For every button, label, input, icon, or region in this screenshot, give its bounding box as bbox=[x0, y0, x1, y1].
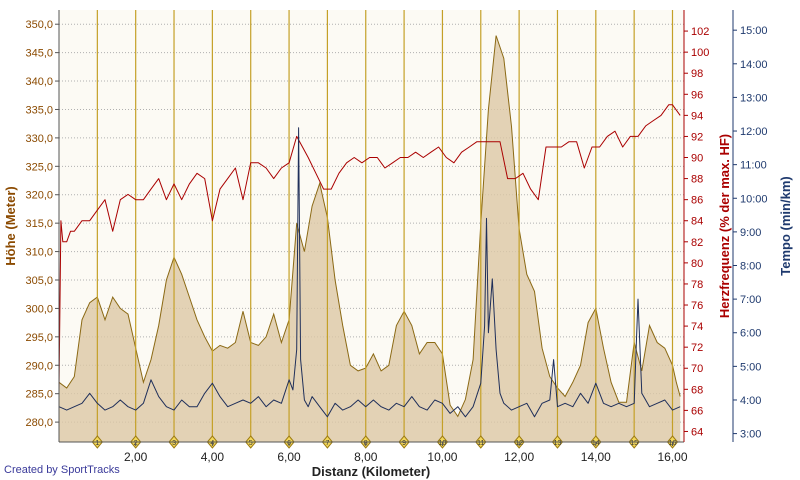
pace-tick-label: 7:00 bbox=[740, 294, 761, 306]
pace-line bbox=[58, 127, 681, 418]
x-tick-label: 8,00 bbox=[354, 450, 378, 464]
x-tick-label: 12,00 bbox=[504, 450, 534, 464]
km-marker-label: 1 bbox=[95, 440, 99, 447]
left-tick-label: 295,0 bbox=[25, 332, 53, 344]
heartrate-tick-label: 102 bbox=[691, 26, 709, 38]
left-tick-label: 320,0 bbox=[25, 190, 53, 202]
km-marker-label: 7 bbox=[325, 440, 329, 447]
left-tick-label: 290,0 bbox=[25, 360, 53, 372]
heartrate-tick-label: 68 bbox=[691, 384, 703, 396]
pace-tick-label: 3:00 bbox=[740, 429, 761, 441]
heartrate-tick-label: 92 bbox=[691, 131, 703, 143]
pace-tick-label: 8:00 bbox=[740, 261, 761, 273]
heartrate-tick-label: 98 bbox=[691, 68, 703, 80]
x-tick-label: 10,00 bbox=[427, 450, 457, 464]
left-tick-label: 300,0 bbox=[25, 303, 53, 315]
km-marker-label: 13 bbox=[554, 440, 562, 447]
heartrate-tick-label: 84 bbox=[691, 216, 703, 228]
pace-tick-label: 13:00 bbox=[740, 92, 768, 104]
km-marker-label: 3 bbox=[172, 440, 176, 447]
left-tick-label: 350,0 bbox=[25, 19, 53, 31]
heartrate-tick-label: 72 bbox=[691, 342, 703, 354]
left-tick-label: 325,0 bbox=[25, 161, 53, 173]
heartrate-axis-title: Herzfrequenz (% der max. HF) bbox=[717, 134, 732, 318]
heartrate-tick-label: 82 bbox=[691, 237, 703, 249]
heartrate-line bbox=[58, 104, 681, 390]
km-marker-label: 11 bbox=[477, 440, 484, 447]
pace-tick-label: 6:00 bbox=[740, 328, 761, 340]
x-tick-label: 16,00 bbox=[657, 450, 687, 464]
elevation-area bbox=[59, 35, 681, 442]
left-tick-label: 345,0 bbox=[25, 48, 53, 60]
km-marker-label: 5 bbox=[249, 440, 253, 447]
left-tick-label: 315,0 bbox=[25, 218, 53, 230]
pace-tick-label: 15:00 bbox=[740, 25, 768, 37]
pace-tick-label: 12:00 bbox=[740, 126, 768, 138]
heartrate-tick-label: 100 bbox=[691, 47, 709, 59]
heartrate-tick-label: 86 bbox=[691, 195, 703, 207]
pace-axis-title: Tempo (min/km) bbox=[778, 176, 793, 275]
pace-tick-label: 11:00 bbox=[740, 160, 767, 172]
pace-tick-label: 5:00 bbox=[740, 361, 761, 373]
left-axis-title: Höhe (Meter) bbox=[3, 186, 18, 265]
left-tick-label: 335,0 bbox=[25, 104, 53, 116]
x-tick-label: 2,00 bbox=[124, 450, 148, 464]
heartrate-tick-label: 94 bbox=[691, 110, 703, 122]
sporttracks-credit[interactable]: Created by SportTracks bbox=[4, 464, 120, 476]
heartrate-tick-label: 88 bbox=[691, 174, 703, 186]
pace-tick-label: 14:00 bbox=[740, 59, 768, 71]
x-tick-label: 4,00 bbox=[201, 450, 225, 464]
pace-tick-label: 4:00 bbox=[740, 395, 761, 407]
km-marker-label: 15 bbox=[630, 440, 638, 447]
left-tick-label: 285,0 bbox=[25, 389, 53, 401]
heartrate-tick-label: 78 bbox=[691, 279, 703, 291]
left-tick-label: 340,0 bbox=[25, 76, 53, 88]
heartrate-tick-label: 76 bbox=[691, 300, 703, 312]
heartrate-tick-label: 66 bbox=[691, 405, 703, 417]
left-tick-label: 330,0 bbox=[25, 133, 53, 145]
x-tick-label: 6,00 bbox=[277, 450, 301, 464]
heartrate-tick-label: 70 bbox=[691, 363, 703, 375]
left-tick-label: 305,0 bbox=[25, 275, 53, 287]
pace-tick-label: 9:00 bbox=[740, 227, 761, 239]
left-tick-label: 310,0 bbox=[25, 247, 53, 259]
heartrate-tick-label: 80 bbox=[691, 258, 703, 270]
heartrate-tick-label: 74 bbox=[691, 321, 703, 333]
pace-tick-label: 10:00 bbox=[740, 193, 768, 205]
heartrate-tick-label: 64 bbox=[691, 426, 703, 438]
heartrate-tick-label: 90 bbox=[691, 153, 703, 165]
x-axis-title: Distanz (Kilometer) bbox=[312, 464, 430, 479]
km-marker-label: 9 bbox=[402, 440, 406, 447]
elevation-line bbox=[58, 35, 681, 418]
x-tick-label: 14,00 bbox=[581, 450, 611, 464]
heartrate-tick-label: 96 bbox=[691, 89, 703, 101]
left-tick-label: 280,0 bbox=[25, 417, 53, 429]
